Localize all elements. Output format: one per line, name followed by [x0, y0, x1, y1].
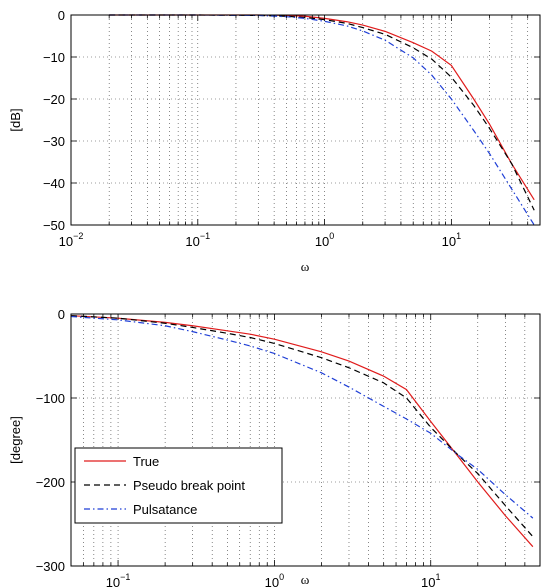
- phase-y-tick-label: 0: [58, 307, 65, 322]
- phase-legend: True Pseudo break point Pulsatance: [74, 447, 283, 524]
- legend-label-pseudo-break-point: Pseudo break point: [133, 478, 245, 493]
- phase-x-axis-label: ω: [301, 572, 310, 587]
- phase-y-tick-label: −200: [36, 475, 65, 490]
- phase-ticks: 0 −100 −200 −300 10−1 100 101: [36, 307, 541, 588]
- magnitude-y-tick-label: −10: [43, 50, 65, 65]
- magnitude-y-axis-label: [dB]: [8, 108, 23, 131]
- phase-series-group: [70, 315, 534, 548]
- magnitude-series-pulsatance: [109, 14, 535, 226]
- phase-y-tick-label: −100: [36, 391, 65, 406]
- phase-series-pulsatance: [70, 315, 534, 519]
- phase-x-tick-label: 100: [265, 572, 284, 588]
- magnitude-y-tick-label: 0: [58, 8, 65, 23]
- legend-label-pulsatance: Pulsatance: [133, 502, 197, 517]
- magnitude-y-tick-label: −30: [43, 134, 65, 149]
- magnitude-plot-area: [71, 15, 540, 225]
- magnitude-y-tick-label: −20: [43, 92, 65, 107]
- phase-x-tick-label: 10−1: [106, 572, 131, 588]
- legend-label-true: True: [133, 454, 159, 469]
- magnitude-grid: [70, 14, 541, 226]
- phase-plot-area: [71, 314, 540, 566]
- magnitude-plot-frame: [70, 14, 541, 226]
- phase-x-tick-label: 101: [421, 572, 440, 588]
- magnitude-x-axis-label: ω: [301, 259, 310, 274]
- magnitude-y-tick-label: −40: [43, 176, 65, 191]
- magnitude-x-tick-label: 10−1: [185, 231, 210, 249]
- magnitude-x-tick-label: 10−2: [59, 231, 84, 249]
- magnitude-x-tick-label: 100: [315, 231, 334, 249]
- phase-plot: 0 −100 −200 −300 10−1 100 101 ω [degree] True …: [8, 307, 541, 588]
- phase-series-true: [70, 315, 534, 548]
- phase-y-tick-label: −300: [36, 559, 65, 574]
- phase-plot-frame: [70, 313, 541, 567]
- phase-y-axis-label: [degree]: [8, 416, 23, 464]
- magnitude-y-tick-label: −50: [43, 218, 65, 233]
- magnitude-x-tick-label: 101: [442, 231, 461, 249]
